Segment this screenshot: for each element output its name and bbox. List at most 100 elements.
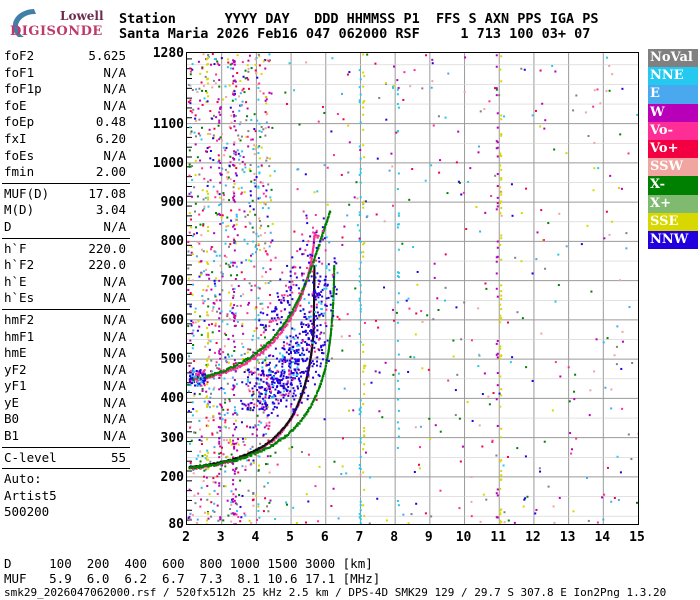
param-row: hmF1 N/A [2,329,130,346]
x-axis-labels: 2 3 4 5 6 7 8 9 10 11 12 13 14 15 [150,530,690,550]
param-value: N/A [103,273,126,289]
y-axis-tick-label: 900 [160,195,184,211]
legend-item-label: X+ [650,195,671,211]
param-value: N/A [103,328,126,344]
legend-item-sse[interactable]: SSE [648,212,698,231]
param-value: N/A [103,394,126,410]
x-axis-tick-label: 14 [594,530,611,545]
x-axis-tick-label: 15 [629,530,645,545]
param-group-profile: hmF2 N/A hmF1 N/A hmE N/A yF2 N/A yF1 N/A yE N… [2,312,130,445]
param-value: N/A [103,361,126,377]
x-axis-tick-label: 9 [424,530,433,545]
legend-item-label: NoVal [650,50,693,65]
header-labels-row: Station YYYY DAY DDD HHMMSS P1 FFS S AXN… [119,11,599,27]
logo-text-lowell: Lowell [60,9,104,23]
x-axis-tick-label: 12 [525,530,541,545]
param-row: h`F2 220.0 [2,257,130,274]
legend-item-e[interactable]: E [648,85,698,104]
param-value: 220.0 [88,240,126,256]
param-row: yE N/A [2,395,130,412]
legend-item-nnw[interactable]: NNW [648,230,698,250]
param-row: h`Es N/A [2,290,130,307]
param-value: N/A [103,345,126,361]
param-value: N/A [103,428,126,444]
param-key: B0 [4,411,20,427]
legend-item-label: Vo+ [650,140,679,156]
x-axis-tick-label: 11 [490,530,507,545]
param-key: foF1p [4,81,42,97]
param-row: D N/A [2,219,130,236]
param-row: fmin 2.00 [2,164,130,181]
legend-item-vo-[interactable]: Vo+ [648,139,698,159]
legend-item-x-[interactable]: X- [648,176,698,195]
autoscaler-label: Auto: [4,471,42,487]
legend-item-ssw[interactable]: SSW [648,158,698,177]
legend-item-nne[interactable]: NNE [648,67,698,86]
parameter-panel: foF2 5.625 foF1 N/A foF1p N/A foE N/A foEp 0.… [2,48,130,521]
param-row: fxI 6.20 [2,131,130,148]
y-axis-tick-label: 300 [160,430,184,446]
param-value: 3.04 [95,202,126,218]
legend-item-vo-[interactable]: Vo- [648,121,698,140]
param-value: N/A [103,290,126,306]
param-value: N/A [103,64,126,80]
legend-item-w[interactable]: W [648,103,698,122]
y-axis-tick-label: 700 [160,273,184,289]
param-key: yF1 [4,378,27,394]
legend-item-label: E [650,86,660,102]
param-value: N/A [103,218,126,234]
param-row: M(D) 3.04 [2,202,130,219]
x-axis-tick-label: 3 [216,530,225,545]
legend-item-noval[interactable]: NoVal [648,49,698,68]
param-value: N/A [103,97,126,113]
y-axis-labels: 80 200 300 400 500 600 700 800 900 1000 1100 1280 [140,46,184,532]
legend-item-x-[interactable]: X+ [648,194,698,213]
param-group-clevel: C-level 55 [2,450,130,467]
y-axis-tick-label: 1000 [152,155,184,171]
param-key: hmF2 [4,311,35,327]
param-row: h`F 220.0 [2,241,130,258]
param-key: B1 [4,428,20,444]
param-row: foEp 0.48 [2,114,130,131]
param-key: h`E [4,273,27,289]
param-key: fxI [4,130,27,146]
autoscaler-info: Auto: Artist5 500200 [2,471,130,521]
x-axis-tick-label: 4 [251,530,260,545]
param-value: N/A [103,147,126,163]
param-key: h`F [4,240,27,256]
panel-divider [2,237,130,239]
legend-item-label: SSE [650,213,679,229]
muf-frequency-row: MUF 5.9 6.0 6.2 6.7 7.3 8.1 10.6 17.1 [M… [4,571,381,586]
x-axis-tick-label: 7 [355,530,364,545]
ionogram-canvas [187,53,638,524]
muf-distance-row: D 100 200 400 600 800 1000 1500 3000 [km… [4,556,373,571]
param-value: N/A [103,411,126,427]
ionogram-plot[interactable] [186,52,639,525]
y-axis-tick-label: 200 [160,469,184,485]
param-value: 6.20 [95,130,126,146]
legend-item-label: SSW [650,159,684,175]
param-row: hmE N/A [2,345,130,362]
y-axis-tick-label: 500 [160,352,184,368]
legend-item-label: Vo- [650,122,673,138]
param-key: foEp [4,114,35,130]
param-key: MUF(D) [4,185,50,201]
x-axis-tick-label: 5 [286,530,294,545]
param-key: C-level [4,449,57,465]
param-row: B0 N/A [2,411,130,428]
param-key: foF2 [4,48,35,63]
param-row: foF2 5.625 [2,48,130,65]
param-row: C-level 55 [2,450,130,467]
lowell-digisonde-logo: Lowell DIGISONDE [4,3,108,43]
param-row: MUF(D) 17.08 [2,186,130,203]
y-axis-tick-label: 1280 [152,46,184,61]
param-row: foE N/A [2,98,130,115]
x-axis-tick-label: 8 [390,530,399,545]
logo-text-digisonde: DIGISONDE [10,24,103,39]
autoscaler-version: 500200 [4,504,50,520]
x-axis-tick-label: 13 [559,530,576,545]
panel-divider [2,182,130,184]
param-row: yF2 N/A [2,362,130,379]
x-axis-tick-label: 10 [455,530,472,545]
param-row: yF1 N/A [2,378,130,395]
